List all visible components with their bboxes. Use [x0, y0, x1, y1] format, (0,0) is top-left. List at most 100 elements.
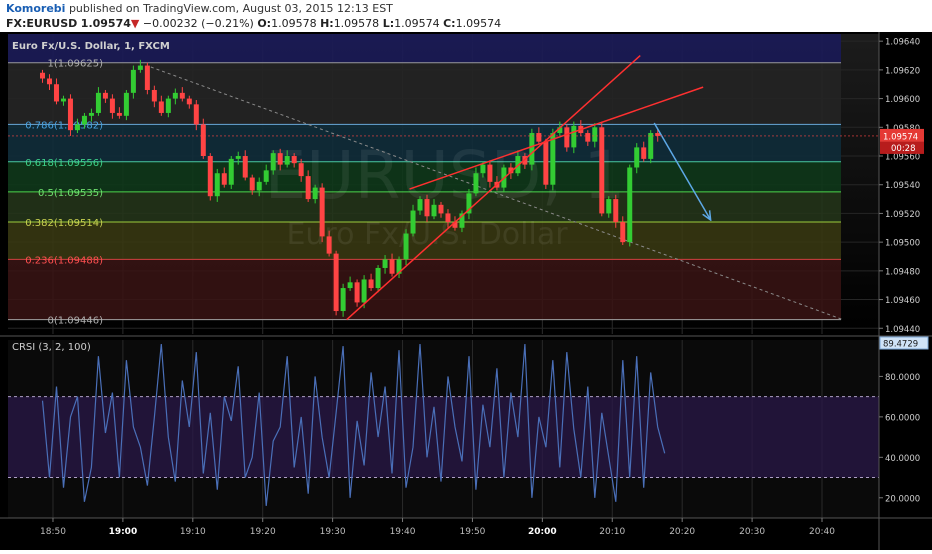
close-value: 1.09574: [455, 17, 502, 30]
candle-body: [228, 158, 234, 185]
candle-body: [165, 98, 171, 113]
candle-body: [550, 133, 556, 185]
candle-body: [67, 98, 73, 131]
price-tick-label: 1.09620: [885, 66, 920, 76]
candle-body: [235, 156, 241, 159]
fib-level-label: 0(1.09446): [47, 316, 103, 327]
fib-band: [8, 222, 841, 260]
candle-body: [298, 163, 304, 177]
price-axis-background: [879, 32, 932, 550]
candle-body: [592, 127, 598, 142]
header: Komorebi published on TradingView.com, A…: [0, 0, 932, 32]
chart-area[interactable]: 1(1.09625) 0.786(1.09582) 0.618(1.09556) 0.…: [0, 32, 932, 550]
countdown-label: 00:28: [891, 144, 916, 154]
candle-body: [123, 92, 129, 116]
price-tick-label: 1.09580: [885, 124, 920, 134]
candle-body: [648, 133, 654, 159]
open-value: 1.09578: [271, 17, 317, 30]
candle-body: [207, 156, 213, 197]
candle-body: [585, 133, 591, 142]
time-tick-label: 19:50: [459, 527, 485, 537]
candle-body: [151, 89, 157, 102]
candle-body: [277, 153, 283, 165]
candle-body: [543, 141, 549, 185]
candle-body: [256, 181, 262, 191]
candle-body: [620, 222, 626, 243]
candle-body: [424, 199, 430, 217]
candle-body: [417, 199, 423, 211]
fibonacci-retracement[interactable]: 1(1.09625) 0.786(1.09582) 0.618(1.09556) 0.…: [8, 34, 841, 327]
price-tick-label: 1.09640: [885, 38, 920, 48]
channel-line[interactable]: [346, 54, 641, 321]
candle-body: [172, 92, 178, 99]
candle-body: [270, 153, 276, 171]
crsi-line: [41, 343, 666, 506]
candle-body: [109, 98, 115, 113]
fib-level-label: 0.236(1.09488): [25, 255, 103, 266]
candle-body: [613, 199, 619, 223]
high-label: H:: [320, 17, 334, 30]
candle-body: [291, 156, 297, 164]
fib-band: [8, 161, 841, 192]
candle-body: [452, 222, 458, 228]
drawings[interactable]: [346, 54, 711, 321]
forecast-arrow[interactable]: [653, 122, 710, 219]
fib-level-label: 0.786(1.09582): [25, 120, 103, 131]
channel-line[interactable]: [409, 86, 704, 190]
fib-level-label: 0.5(1.09535): [38, 188, 103, 199]
candle-body: [88, 112, 94, 116]
time-tick-label: 19:40: [390, 527, 416, 537]
high-value: 1.09578: [333, 17, 380, 30]
fib-band: [8, 34, 841, 63]
candle-body: [641, 147, 647, 159]
last-price-tag: [880, 128, 924, 142]
countdown-tag: [880, 141, 924, 154]
dashed-trendline[interactable]: [150, 66, 844, 321]
candle-body: [445, 213, 451, 223]
price-tick-label: 1.09520: [885, 210, 920, 220]
dashed-trend-line[interactable]: [150, 66, 844, 321]
last-price-tag-label: 1.09574: [883, 132, 918, 142]
candle-body: [46, 78, 52, 85]
candle-body: [102, 92, 108, 99]
crsi-title: CRSI (3, 2, 100): [12, 342, 91, 353]
symbol-label: FX:EURUSD: [6, 17, 78, 30]
candle-body: [354, 282, 360, 303]
candle-body: [655, 133, 661, 136]
candle-body: [221, 173, 227, 185]
candle-body: [466, 193, 472, 214]
candle-body: [536, 133, 542, 142]
candle-body: [473, 173, 479, 194]
crsi-value-label: 89.4729: [883, 340, 918, 350]
author-link[interactable]: Komorebi: [6, 2, 66, 15]
chart-canvas[interactable]: 1(1.09625) 0.786(1.09582) 0.618(1.09556) 0.…: [0, 32, 932, 550]
fib-band: [8, 124, 841, 162]
published-text: published on TradingView.com, August 03,…: [68, 2, 393, 15]
crsi-tick-label: 60.0000: [885, 413, 920, 423]
candle-body: [396, 259, 402, 274]
candle-body: [522, 156, 528, 165]
price-tick-label: 1.09480: [885, 267, 920, 277]
down-arrow-icon: ▼: [130, 17, 140, 30]
candle-body: [158, 101, 164, 113]
time-tick-label: 19:10: [180, 527, 206, 537]
fib-level-label: 0.618(1.09556): [25, 158, 103, 169]
candle-body: [214, 173, 220, 197]
last-price: 1.09574: [80, 17, 131, 30]
candle-body: [179, 92, 185, 99]
fib-band: [8, 259, 841, 320]
candle-body: [571, 125, 577, 148]
time-tick-label: 19:30: [320, 527, 346, 537]
candle-body: [39, 72, 45, 79]
candle-body: [431, 204, 437, 217]
crsi-pane: [8, 343, 879, 506]
time-tick-label: 18:50: [40, 527, 66, 537]
candle-body: [487, 164, 493, 182]
low-value: 1.09574: [394, 17, 440, 30]
candle-body: [95, 92, 101, 113]
candle-body: [305, 176, 311, 200]
candle-body: [242, 156, 248, 178]
price-tick-label: 1.09600: [885, 95, 920, 105]
candle-body: [340, 288, 346, 312]
candle-body: [438, 204, 444, 214]
